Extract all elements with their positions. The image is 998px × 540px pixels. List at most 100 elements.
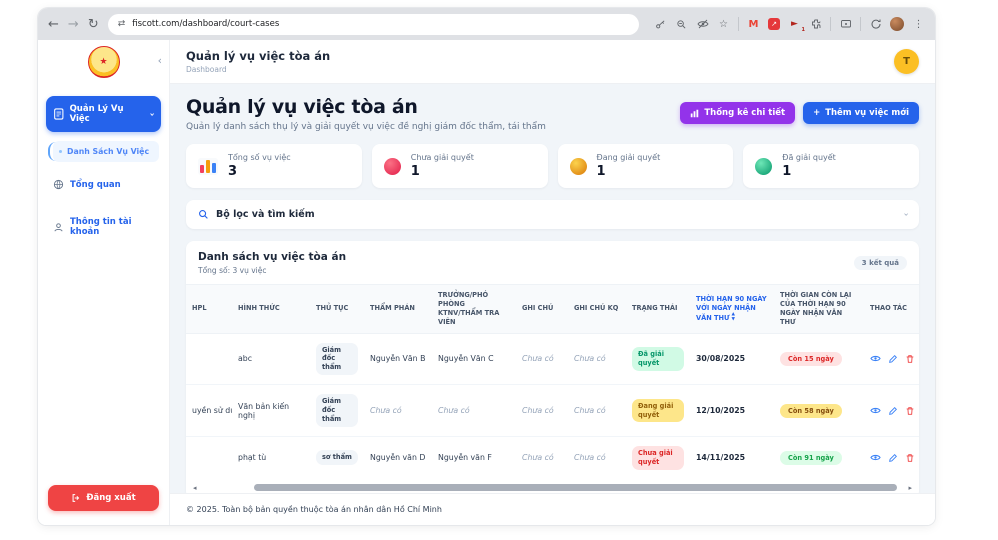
page-title: Quản lý vụ việc tòa án [186,96,418,118]
scroll-left-icon[interactable]: ◂ [193,483,197,492]
logout-button[interactable]: Đăng xuất [48,485,159,511]
sidebar-collapse-icon[interactable]: ‹ [157,54,162,67]
copyright-text: © 2025. Toàn bộ bản quyền thuộc tòa án n… [186,505,442,514]
col-qhpl: HPL [186,284,232,334]
address-bar[interactable]: ⇄ fiscott.com/dashboard/court-cases [107,13,639,35]
status-badge: Đã giải quyết [632,347,684,371]
stat-label: Đang giải quyết [596,153,661,162]
cell-officer: Chưa có [432,384,516,437]
case-table-card: Danh sách vụ việc tòa án Tổng số: 3 vụ v… [186,241,919,493]
cell-deadline: 14/11/2025 [696,453,746,463]
gmail-extension-icon[interactable]: M [748,18,759,30]
stat-text: Tổng số vụ việc 3 [228,153,291,179]
user-avatar[interactable]: T [894,49,919,74]
table-row[interactable]: uyền sử dụng đất Văn bản kiến nghị Giám … [186,384,919,437]
view-icon[interactable] [870,452,881,463]
zoom-icon[interactable] [675,18,688,31]
view-icon[interactable] [870,353,881,364]
row-actions [870,353,915,364]
add-case-button[interactable]: + Thêm vụ việc mới [803,102,919,124]
stats-detail-button[interactable]: Thống kê chi tiết [680,102,796,124]
delete-icon[interactable] [905,353,915,364]
view-icon[interactable] [870,405,881,416]
sidebar-item-overview[interactable]: Tổng quan [46,173,161,196]
col-form: Hình thức [232,284,310,334]
page-actions: Thống kê chi tiết + Thêm vụ việc mới [680,96,919,124]
page-header: Quản lý vụ việc tòa án Quản lý danh sách… [186,96,919,132]
update-icon[interactable] [869,18,882,31]
col-result-note: Ghi chú KQ [568,284,626,334]
col-note: Ghi chú [516,284,568,334]
cell-note: Chưa có [522,453,554,463]
red-extension-icon[interactable]: ↗ [768,18,780,30]
cell-qhpl [186,333,232,386]
col-judge: Thẩm phán [364,284,432,334]
bullet-dot-icon [59,150,62,153]
col-deadline-sortable[interactable]: Thời hạn 90 ngày với ngày nhận văn thư ▲ ▼ [690,284,774,334]
bar-chart-icon [691,109,699,117]
delete-icon[interactable] [905,405,915,416]
cast-icon[interactable] [839,18,852,31]
cell-status: Đã giải quyết [626,333,690,386]
topbar-heading: Quản lý vụ việc tòa án Dashboard [186,49,330,74]
cell-status: Đang giải quyết [626,384,690,437]
logout-icon [72,494,80,502]
page-subtitle: Quản lý danh sách thụ lý và giải quyết v… [186,122,546,132]
user-icon [54,222,63,231]
cell-form: Văn bản kiến nghị [232,384,310,437]
sort-icon: ▲ ▼ [731,311,736,322]
scrollbar-thumb[interactable] [254,483,897,491]
stat-label: Chưa giải quyết [410,153,474,162]
cell-judge: Chưa có [364,384,432,437]
cell-judge: Nguyễn văn D [370,453,426,463]
table-row[interactable]: phạt tù sơ thẩm Nguyễn văn D Nguyễn văn … [186,436,919,478]
row-actions [870,452,915,463]
filter-panel[interactable]: Bộ lọc và tìm kiếm › [186,200,919,229]
cell-deadline: 30/08/2025 [690,333,774,386]
edit-icon[interactable] [888,452,898,463]
site-info-icon[interactable]: ⇄ [117,19,126,29]
table-title: Danh sách vụ việc tòa án [198,251,347,263]
col-remaining: Thời gian còn lại của thời hạn 90 ngày n… [774,284,864,334]
browser-profile-avatar[interactable] [890,17,904,31]
procedure-badge: sơ thẩm [316,450,358,466]
table-row[interactable]: abc Giám đốc thẩm Nguyễn Văn B Nguyễn Vă… [186,333,919,386]
password-key-icon[interactable] [654,18,667,31]
edit-icon[interactable] [888,353,898,364]
col-procedure: Thủ tục [310,284,364,334]
page-content: Quản lý vụ việc tòa án Quản lý danh sách… [170,84,935,493]
document-icon [54,108,64,120]
forward-icon[interactable]: → [67,16,79,32]
plus-icon: + [813,108,821,118]
sidebar-item-case-list[interactable]: Danh Sách Vụ Việc [48,141,159,162]
delete-icon[interactable] [905,452,915,463]
table-total: Tổng số: 3 vụ việc [198,266,267,275]
remaining-badge: Còn 91 ngày [780,450,842,465]
reload-icon[interactable]: ↻ [87,16,99,32]
col-status: Trạng thái [626,284,690,334]
cell-result-note: Chưa có [568,384,626,437]
edit-icon[interactable] [888,405,898,416]
topbar: Quản lý vụ việc tòa án Dashboard T [170,40,935,84]
sidebar-item-account[interactable]: Thông tin tài khoản [46,211,161,243]
status-badge: Chưa giải quyết [632,445,684,470]
cursor-extension-icon[interactable]: ► 1 [791,19,805,33]
bookmark-star-icon[interactable]: ☆ [719,18,728,30]
cell-officer: Nguyễn văn F [438,453,492,463]
scroll-right-icon[interactable]: ▸ [908,483,912,492]
bar-chart-icon [198,157,218,175]
browser-menu-icon[interactable]: ⋮ [913,18,924,30]
sidebar-item-label: Quản Lý Vụ Việc [69,104,124,124]
court-emblem-logo: ★ [87,46,120,78]
extensions-puzzle-icon[interactable] [809,18,822,31]
sidebar-item-case-management[interactable]: Quản Lý Vụ Việc › [46,96,161,132]
eye-off-icon[interactable] [696,18,709,31]
filter-title: Bộ lọc và tìm kiếm [216,209,315,220]
cell-actions [864,436,919,478]
stat-text: Đã giải quyết 1 [782,153,836,179]
sidebar: ★ ‹ Quản Lý Vụ Việc › Danh Sách Vụ Việc [38,40,170,525]
back-icon[interactable]: ← [48,16,59,32]
yellow-dot-icon [569,157,587,175]
chevron-down-icon[interactable]: › [900,212,911,217]
horizontal-scrollbar[interactable]: ◂ ▸ [193,482,912,493]
